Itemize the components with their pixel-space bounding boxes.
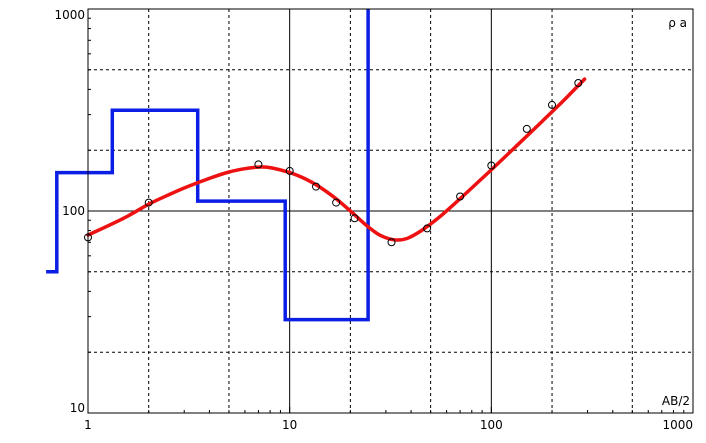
observed-point-marker: [254, 160, 263, 169]
y-axis-label: ρ a: [668, 16, 687, 30]
tick-labels: 1 10 100 1000 10 100 1000: [54, 8, 693, 432]
observed-point-marker: [387, 238, 396, 247]
observed-point-marker: [285, 166, 294, 175]
minor-gridlines: [88, 9, 693, 413]
observed-point-marker: [332, 198, 341, 207]
observed-point-marker: [487, 161, 496, 170]
observed-point-marker: [144, 198, 153, 207]
x-tick-label: 1000: [662, 418, 693, 432]
observed-point-marker: [522, 124, 531, 133]
y-tick-label: 10: [70, 401, 85, 415]
observed-point-marker: [574, 79, 583, 87]
y-tick-label: 100: [62, 204, 85, 218]
observed-point-marker: [456, 192, 465, 201]
x-axis-label: AB/2: [662, 394, 690, 408]
x-tick-label: 10: [282, 418, 297, 432]
plot-series: [46, 9, 587, 322]
observed-point-marker: [350, 214, 359, 223]
observed-point-marker: [312, 182, 320, 191]
calculated-curve-line: [86, 77, 587, 242]
layered-model-step-line: [46, 9, 370, 322]
y-tick-label: 1000: [54, 8, 85, 22]
observed-point-marker: [423, 224, 432, 233]
x-tick-label: 100: [480, 418, 503, 432]
plot-area-frame: [87, 8, 694, 414]
x-tick-label: 1: [84, 418, 92, 432]
observed-point-marker: [548, 100, 556, 109]
